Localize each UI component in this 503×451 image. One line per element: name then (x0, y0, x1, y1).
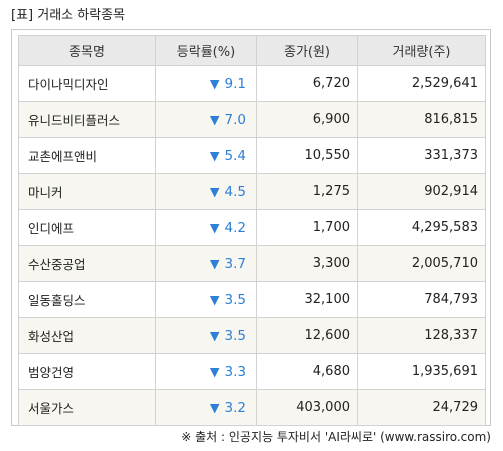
stock-name: 다이나믹디자인 (18, 65, 156, 102)
table-row: 교촌에프앤비 ▼ 5.4 10,550 331,373 (18, 137, 486, 174)
change-rate: 7.0 (224, 111, 246, 128)
down-arrow-icon: ▼ (209, 363, 220, 379)
table-row: 서울가스 ▼ 3.2 403,000 24,729 (18, 389, 486, 426)
change-rate: 9.1 (224, 75, 246, 92)
stock-name: 인디에프 (18, 209, 156, 246)
change-rate-cell: ▼ 4.2 (155, 209, 257, 246)
trading-volume: 2,529,641 (357, 65, 486, 102)
trading-volume: 4,295,583 (357, 209, 486, 246)
closing-price: 32,100 (256, 281, 358, 318)
stock-name: 수산중공업 (18, 245, 156, 282)
table-row: 화성산업 ▼ 3.5 12,600 128,337 (18, 317, 486, 354)
change-rate-cell: ▼ 3.5 (155, 317, 257, 354)
closing-price: 3,300 (256, 245, 358, 282)
closing-price: 12,600 (256, 317, 358, 354)
column-header-price: 종가(원) (256, 35, 358, 66)
closing-price: 403,000 (256, 389, 358, 426)
trading-volume: 24,729 (357, 389, 486, 426)
stock-name: 서울가스 (18, 389, 156, 426)
change-rate: 3.3 (224, 363, 246, 380)
change-rate-cell: ▼ 3.2 (155, 389, 257, 426)
stock-name: 교촌에프앤비 (18, 137, 156, 174)
down-arrow-icon: ▼ (209, 183, 220, 199)
trading-volume: 784,793 (357, 281, 486, 318)
change-rate: 4.2 (224, 219, 246, 236)
table-row: 수산중공업 ▼ 3.7 3,300 2,005,710 (18, 245, 486, 282)
down-arrow-icon: ▼ (209, 147, 220, 163)
closing-price: 10,550 (256, 137, 358, 174)
down-arrow-icon: ▼ (209, 111, 220, 127)
change-rate-cell: ▼ 9.1 (155, 65, 257, 102)
change-rate-cell: ▼ 5.4 (155, 137, 257, 174)
column-header-change: 등락률(%) (155, 35, 257, 66)
column-header-name: 종목명 (18, 35, 156, 66)
change-rate: 3.7 (224, 255, 246, 272)
down-arrow-icon: ▼ (209, 255, 220, 271)
down-arrow-icon: ▼ (209, 219, 220, 235)
trading-volume: 2,005,710 (357, 245, 486, 282)
change-rate: 5.4 (224, 147, 246, 164)
closing-price: 1,700 (256, 209, 358, 246)
column-header-volume: 거래량(주) (357, 35, 486, 66)
closing-price: 4,680 (256, 353, 358, 390)
change-rate: 4.5 (224, 183, 246, 200)
trading-volume: 1,935,691 (357, 353, 486, 390)
change-rate-cell: ▼ 3.5 (155, 281, 257, 318)
change-rate-cell: ▼ 3.3 (155, 353, 257, 390)
change-rate: 3.2 (224, 399, 246, 416)
closing-price: 1,275 (256, 173, 358, 210)
declining-stocks-table: 종목명 등락률(%) 종가(원) 거래량(주) 다이나믹디자인 ▼ 9.1 6,7… (18, 35, 486, 426)
table-row: 인디에프 ▼ 4.2 1,700 4,295,583 (18, 209, 486, 246)
source-note: ※ 출처 : 인공지능 투자비서 'AI라씨로' (www.rassiro.co… (181, 430, 491, 444)
change-rate-cell: ▼ 4.5 (155, 173, 257, 210)
change-rate: 3.5 (224, 291, 246, 308)
trading-volume: 902,914 (357, 173, 486, 210)
down-arrow-icon: ▼ (209, 75, 220, 91)
stock-name: 범양건영 (18, 353, 156, 390)
down-arrow-icon: ▼ (209, 291, 220, 307)
table-row: 마니커 ▼ 4.5 1,275 902,914 (18, 173, 486, 210)
page-title: [표] 거래소 하락종목 (11, 8, 126, 23)
change-rate-cell: ▼ 3.7 (155, 245, 257, 282)
stock-name: 유니드비티플러스 (18, 101, 156, 138)
trading-volume: 331,373 (357, 137, 486, 174)
trading-volume: 128,337 (357, 317, 486, 354)
closing-price: 6,720 (256, 65, 358, 102)
closing-price: 6,900 (256, 101, 358, 138)
table-row: 유니드비티플러스 ▼ 7.0 6,900 816,815 (18, 101, 486, 138)
stock-name: 마니커 (18, 173, 156, 210)
table-frame: 종목명 등락률(%) 종가(원) 거래량(주) 다이나믹디자인 ▼ 9.1 6,7… (11, 29, 491, 426)
stock-name: 일동홀딩스 (18, 281, 156, 318)
table-row: 다이나믹디자인 ▼ 9.1 6,720 2,529,641 (18, 65, 486, 102)
table-row: 일동홀딩스 ▼ 3.5 32,100 784,793 (18, 281, 486, 318)
table-row: 범양건영 ▼ 3.3 4,680 1,935,691 (18, 353, 486, 390)
trading-volume: 816,815 (357, 101, 486, 138)
stock-name: 화성산업 (18, 317, 156, 354)
table-header-row: 종목명 등락률(%) 종가(원) 거래량(주) (18, 35, 486, 66)
change-rate-cell: ▼ 7.0 (155, 101, 257, 138)
down-arrow-icon: ▼ (209, 399, 220, 415)
change-rate: 3.5 (224, 327, 246, 344)
down-arrow-icon: ▼ (209, 327, 220, 343)
